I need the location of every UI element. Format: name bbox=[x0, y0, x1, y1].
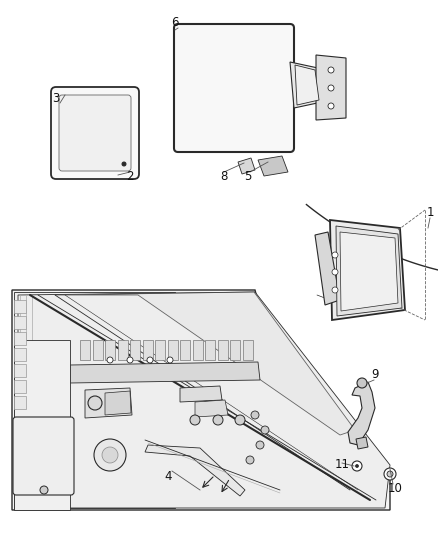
FancyBboxPatch shape bbox=[117, 340, 127, 360]
Polygon shape bbox=[290, 62, 322, 108]
Circle shape bbox=[261, 426, 269, 434]
FancyBboxPatch shape bbox=[218, 340, 227, 360]
Text: 8: 8 bbox=[220, 171, 228, 183]
Polygon shape bbox=[315, 232, 340, 305]
Polygon shape bbox=[180, 386, 222, 402]
FancyBboxPatch shape bbox=[14, 300, 26, 313]
Circle shape bbox=[40, 486, 48, 494]
Circle shape bbox=[332, 269, 338, 275]
Polygon shape bbox=[195, 400, 228, 417]
FancyBboxPatch shape bbox=[14, 348, 26, 361]
Text: 9: 9 bbox=[371, 368, 379, 382]
Polygon shape bbox=[12, 290, 390, 510]
FancyBboxPatch shape bbox=[105, 340, 115, 360]
Polygon shape bbox=[258, 156, 288, 176]
Circle shape bbox=[387, 471, 393, 477]
Text: 1: 1 bbox=[426, 206, 434, 219]
FancyBboxPatch shape bbox=[192, 340, 202, 360]
Circle shape bbox=[328, 85, 334, 91]
FancyBboxPatch shape bbox=[14, 316, 26, 329]
Circle shape bbox=[213, 415, 223, 425]
Text: 3: 3 bbox=[52, 92, 60, 104]
FancyBboxPatch shape bbox=[14, 332, 26, 345]
Polygon shape bbox=[330, 220, 405, 320]
Circle shape bbox=[246, 456, 254, 464]
FancyBboxPatch shape bbox=[80, 340, 90, 360]
FancyBboxPatch shape bbox=[230, 340, 240, 360]
Circle shape bbox=[235, 415, 245, 425]
Circle shape bbox=[332, 252, 338, 258]
Circle shape bbox=[352, 461, 362, 471]
Text: 6: 6 bbox=[171, 15, 179, 28]
FancyBboxPatch shape bbox=[180, 340, 190, 360]
Polygon shape bbox=[70, 362, 260, 383]
Polygon shape bbox=[295, 65, 319, 105]
FancyBboxPatch shape bbox=[205, 340, 215, 360]
Circle shape bbox=[256, 441, 264, 449]
Text: 11: 11 bbox=[335, 458, 350, 472]
Circle shape bbox=[88, 396, 102, 410]
Polygon shape bbox=[316, 55, 346, 120]
Polygon shape bbox=[14, 292, 175, 508]
Polygon shape bbox=[145, 445, 245, 496]
FancyBboxPatch shape bbox=[130, 340, 140, 360]
FancyBboxPatch shape bbox=[243, 340, 252, 360]
FancyBboxPatch shape bbox=[59, 95, 131, 171]
Polygon shape bbox=[14, 340, 70, 510]
Circle shape bbox=[328, 103, 334, 109]
FancyBboxPatch shape bbox=[14, 380, 26, 393]
Circle shape bbox=[328, 67, 334, 73]
Circle shape bbox=[251, 411, 259, 419]
Circle shape bbox=[356, 464, 358, 467]
Circle shape bbox=[107, 357, 113, 363]
Text: 4: 4 bbox=[164, 470, 172, 482]
Circle shape bbox=[94, 439, 126, 471]
FancyBboxPatch shape bbox=[51, 87, 139, 179]
Text: 5: 5 bbox=[244, 171, 252, 183]
FancyBboxPatch shape bbox=[155, 340, 165, 360]
FancyBboxPatch shape bbox=[13, 417, 74, 495]
Polygon shape bbox=[105, 391, 131, 415]
Circle shape bbox=[332, 287, 338, 293]
FancyBboxPatch shape bbox=[167, 340, 177, 360]
FancyBboxPatch shape bbox=[14, 396, 26, 409]
Circle shape bbox=[167, 357, 173, 363]
Circle shape bbox=[147, 357, 153, 363]
FancyBboxPatch shape bbox=[142, 340, 152, 360]
Polygon shape bbox=[55, 292, 355, 435]
Polygon shape bbox=[238, 158, 255, 174]
Polygon shape bbox=[336, 226, 402, 316]
Polygon shape bbox=[356, 437, 368, 449]
Circle shape bbox=[127, 357, 133, 363]
Polygon shape bbox=[18, 292, 390, 508]
Circle shape bbox=[357, 378, 367, 388]
Circle shape bbox=[102, 447, 118, 463]
Circle shape bbox=[384, 468, 396, 480]
Text: 10: 10 bbox=[388, 482, 403, 496]
Polygon shape bbox=[85, 388, 132, 418]
FancyBboxPatch shape bbox=[92, 340, 102, 360]
FancyBboxPatch shape bbox=[174, 24, 294, 152]
Circle shape bbox=[190, 415, 200, 425]
Circle shape bbox=[122, 162, 126, 166]
Polygon shape bbox=[348, 382, 375, 445]
Polygon shape bbox=[340, 232, 398, 311]
Text: 2: 2 bbox=[126, 171, 134, 183]
FancyBboxPatch shape bbox=[14, 364, 26, 377]
